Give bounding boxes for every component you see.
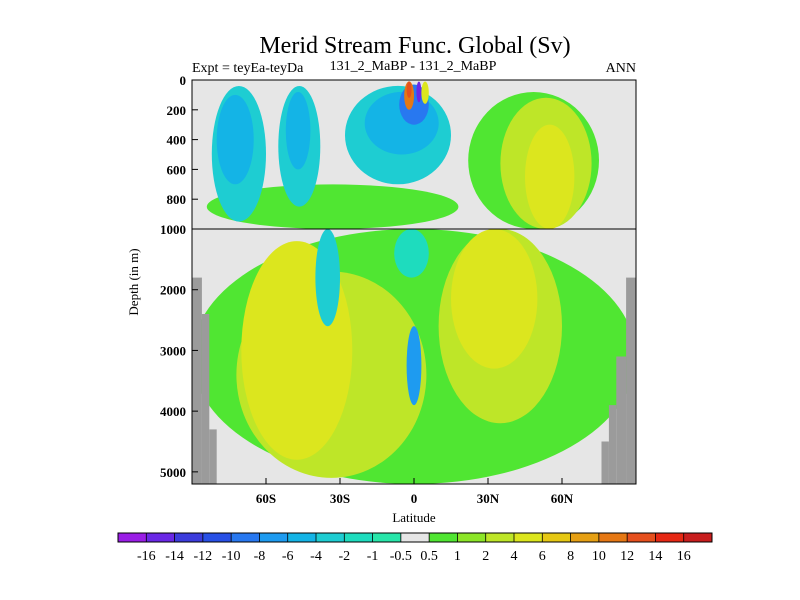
colorbar-label-4: -8 <box>254 549 266 564</box>
colorbar-label-17: 12 <box>620 549 634 564</box>
colorbar-swatch-16 <box>570 533 600 542</box>
colorbar-swatch-3 <box>202 533 232 542</box>
x-axis-ticks: 60S 30S 0 30N 60N <box>256 478 574 506</box>
x-tick-label-1: 30S <box>330 491 350 506</box>
colorbar-label-15: 8 <box>567 549 574 564</box>
colorbar-swatch-12 <box>457 533 487 542</box>
land-mask-3 <box>601 441 609 484</box>
colorbar-label-3: -10 <box>222 549 241 564</box>
chart-title: Merid Stream Func. Global (Sv) <box>259 33 570 59</box>
y-tick-label-6: 2000 <box>160 283 186 298</box>
y-tick-label-9: 5000 <box>160 465 186 480</box>
contour-fill-layer <box>192 81 636 484</box>
colorbar: -16 -14 -12 -10 -8 -6 -4 -2 -1 -0.5 0.5 1 2 4 6 8 10 12 14… <box>117 532 713 564</box>
y-tick-label-2: 400 <box>167 133 187 148</box>
colorbar-label-11: 1 <box>454 549 461 564</box>
land-mask-1 <box>201 314 210 484</box>
colorbar-swatch-17 <box>598 533 628 542</box>
plot-area <box>191 79 637 485</box>
colorbar-swatch-4 <box>231 533 260 542</box>
colorbar-swatch-0 <box>118 533 147 542</box>
x-axis-label: Latitude <box>392 510 436 525</box>
y-tick-label-5: 1000 <box>160 222 186 237</box>
colorbar-label-7: -2 <box>338 549 350 564</box>
colorbar-label-18: 14 <box>648 549 662 564</box>
colorbar-label-14: 6 <box>539 549 546 564</box>
colorbar-swatch-18 <box>627 533 656 542</box>
land-mask-4 <box>608 405 617 484</box>
colorbar-swatch-19 <box>655 533 685 542</box>
y-tick-label-0: 0 <box>180 73 187 88</box>
contour-region-12 <box>216 94 254 185</box>
colorbar-swatch-8 <box>344 533 373 542</box>
contour-region-10 <box>206 184 459 229</box>
colorbar-swatch-1 <box>146 533 175 542</box>
colorbar-label-8: -1 <box>367 549 379 564</box>
x-tick-label-4: 60N <box>551 491 574 506</box>
colorbar-swatch-6 <box>287 533 317 542</box>
colorbar-label-19: 16 <box>677 549 691 564</box>
colorbar-label-10: 0.5 <box>420 549 438 564</box>
colorbar-swatch-15 <box>542 533 571 542</box>
y-tick-label-4: 800 <box>167 192 187 207</box>
colorbar-label-13: 4 <box>511 549 518 564</box>
x-tick-label-3: 30N <box>477 491 500 506</box>
colorbar-label-12: 2 <box>482 549 489 564</box>
y-axis-label: Depth (in m) <box>126 248 141 315</box>
y-tick-label-7: 3000 <box>160 343 186 358</box>
colorbar-label-2: -12 <box>194 549 213 564</box>
y-tick-label-3: 600 <box>167 162 187 177</box>
y-tick-label-8: 4000 <box>160 404 186 419</box>
colorbar-swatch-7 <box>316 533 345 542</box>
land-mask-5 <box>616 356 627 484</box>
colorbar-label-0: -16 <box>137 549 156 564</box>
contour-region-3 <box>266 259 316 442</box>
subtitle-season: ANN <box>606 61 636 76</box>
colorbar-swatch-20 <box>683 533 713 542</box>
x-tick-label-0: 60S <box>256 491 276 506</box>
y-axis-ticks: 0 200 400 600 800 1000 2000 3000 4000 5000 <box>160 73 198 480</box>
contour-region-9 <box>475 259 513 327</box>
colorbar-swatch-10 <box>400 533 430 542</box>
contour-region-21 <box>406 81 412 98</box>
contour-region-24 <box>406 326 422 406</box>
contour-region-17 <box>315 229 341 327</box>
colorbar-swatch-13 <box>485 533 515 542</box>
x-tick-label-2: 0 <box>411 491 418 506</box>
colorbar-swatch-11 <box>429 533 458 542</box>
colorbar-label-5: -6 <box>282 549 294 564</box>
colorbar-swatch-14 <box>514 533 543 542</box>
land-mask-6 <box>626 277 636 484</box>
land-mask-0 <box>192 277 202 484</box>
colorbar-frame <box>117 532 713 543</box>
colorbar-label-1: -14 <box>165 549 184 564</box>
land-mask-2 <box>209 429 217 484</box>
colorbar-swatch-9 <box>372 533 402 542</box>
colorbar-label-16: 10 <box>592 549 606 564</box>
subtitle-experiment: Expt = teyEa-teyDa <box>192 61 304 76</box>
colorbar-swatch-5 <box>259 533 289 542</box>
contour-region-6 <box>525 124 575 229</box>
contour-region-14 <box>285 92 311 170</box>
colorbar-swatch-2 <box>174 533 204 542</box>
contour-region-23 <box>421 81 429 104</box>
subtitle-period: 131_2_MaBP - 131_2_MaBP <box>330 59 497 74</box>
contour-region-18 <box>394 229 429 278</box>
y-tick-label-1: 200 <box>167 103 187 118</box>
contour-region-22 <box>416 81 422 103</box>
colorbar-label-9: -0.5 <box>390 549 412 564</box>
colorbar-label-6: -4 <box>310 549 322 564</box>
land-mask-layer <box>192 277 636 484</box>
